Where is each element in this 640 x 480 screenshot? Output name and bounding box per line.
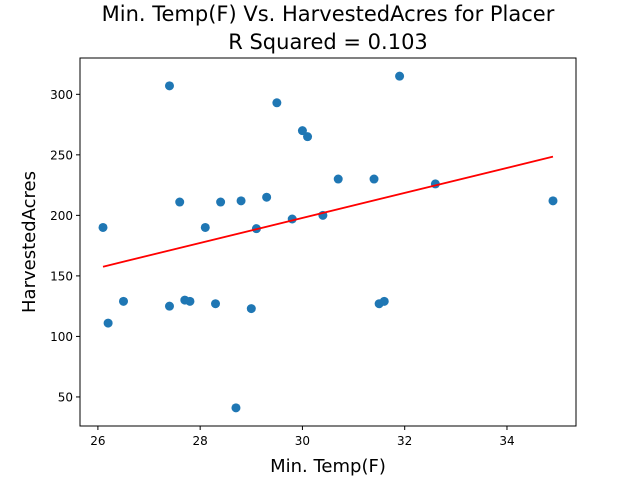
data-point <box>231 403 241 413</box>
y-tick-label: 100 <box>50 330 73 344</box>
data-point <box>216 197 226 207</box>
data-point <box>246 304 256 314</box>
data-point <box>548 196 558 206</box>
data-point <box>236 196 246 206</box>
x-axis-label: Min. Temp(F) <box>270 456 386 477</box>
y-tick-label: 300 <box>50 88 73 102</box>
data-point <box>369 174 379 184</box>
data-point <box>297 126 307 136</box>
data-point <box>185 296 195 306</box>
x-tick-label: 26 <box>90 434 105 448</box>
data-point <box>272 98 282 108</box>
data-point <box>262 192 272 202</box>
data-point <box>200 222 210 232</box>
data-point <box>103 318 113 328</box>
y-tick-label: 50 <box>58 390 73 404</box>
data-point <box>164 81 174 91</box>
data-point <box>98 222 108 232</box>
data-point <box>118 296 128 306</box>
axes-frame <box>79 57 577 427</box>
data-point <box>164 301 174 311</box>
x-tick-label: 32 <box>397 434 412 448</box>
regression-line <box>102 155 554 268</box>
y-tick-label: 150 <box>50 269 73 283</box>
y-tick-label: 250 <box>50 148 73 162</box>
plot-area: 26 28 30 32 34 50 100 150 200 250 300 <box>50 57 577 448</box>
data-point <box>211 299 221 309</box>
x-tick-label: 30 <box>295 434 310 448</box>
y-axis-label: HarvestedAcres <box>19 171 40 313</box>
chart-title: Min. Temp(F) Vs. HarvestedAcres for Plac… <box>102 2 555 26</box>
chart-subtitle-r-squared: R Squared = 0.103 <box>228 30 428 54</box>
data-point <box>175 197 185 207</box>
data-point <box>379 296 389 306</box>
data-point <box>395 71 405 81</box>
data-point <box>303 132 313 142</box>
y-tick-label: 200 <box>50 209 73 223</box>
x-tick-label: 34 <box>499 434 514 448</box>
data-point <box>333 174 343 184</box>
x-tick-label: 28 <box>193 434 208 448</box>
